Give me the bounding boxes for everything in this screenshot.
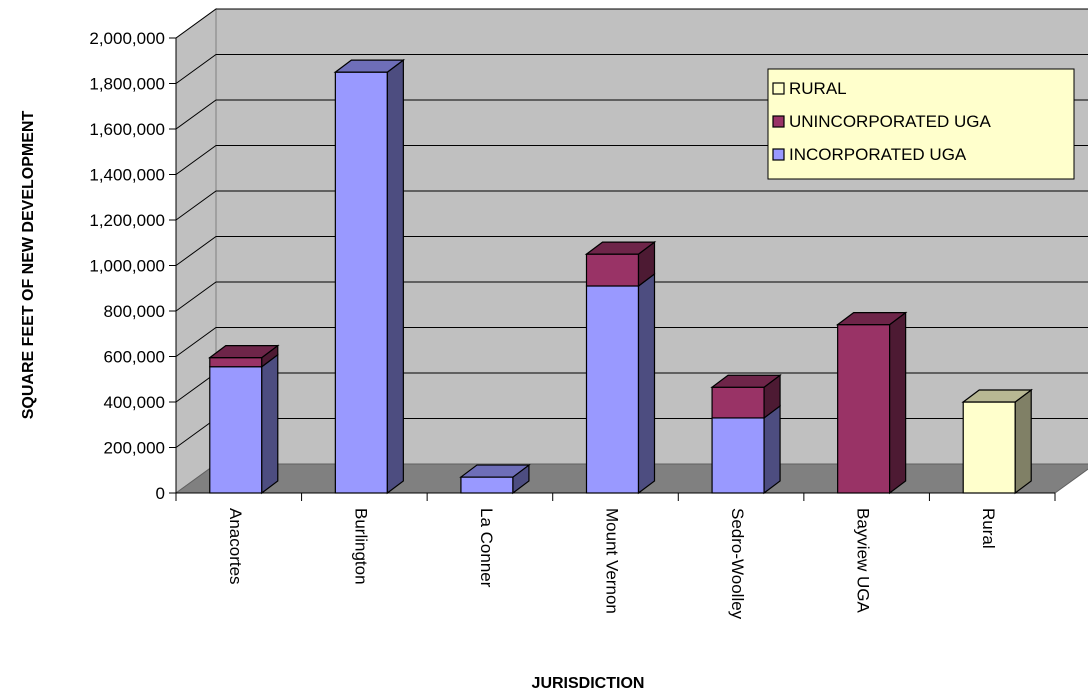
legend-entry: INCORPORATED UGA bbox=[789, 145, 967, 164]
y-tick-label: 2,000,000 bbox=[89, 29, 165, 48]
x-tick-label: Sedro-Woolley bbox=[728, 508, 747, 620]
bar-top bbox=[961, 389, 1034, 403]
y-tick-label: 0 bbox=[156, 484, 165, 503]
bar-front bbox=[209, 357, 263, 368]
bar-segment bbox=[584, 240, 657, 288]
bar-front bbox=[711, 386, 765, 419]
gridlines bbox=[175, 8, 1088, 448]
bar-segment bbox=[459, 463, 531, 495]
y-tick-label: 800,000 bbox=[104, 302, 165, 321]
bar-front bbox=[711, 417, 765, 494]
bar-side bbox=[261, 353, 279, 495]
y-axis-title: SQUARE FEET OF NEW DEVELOPMENT bbox=[20, 111, 37, 420]
gridline bbox=[175, 236, 1088, 266]
y-tick-label: 600,000 bbox=[104, 348, 165, 367]
bar-segment bbox=[961, 388, 1034, 495]
bar-front bbox=[585, 285, 640, 494]
bar-side bbox=[637, 272, 656, 495]
bar-side bbox=[889, 311, 907, 495]
bar-segment bbox=[207, 344, 280, 368]
bar-segment bbox=[835, 311, 908, 495]
x-tick-label: Bayview UGA bbox=[854, 508, 873, 614]
gridline bbox=[175, 327, 1088, 357]
bar-front bbox=[209, 366, 263, 494]
bar-side bbox=[386, 58, 404, 495]
bar-front bbox=[334, 71, 388, 494]
gridline bbox=[175, 54, 1088, 84]
x-tick-label: Rural bbox=[979, 508, 998, 549]
y-tick-label: 1,000,000 bbox=[89, 257, 165, 276]
gridline bbox=[175, 281, 1088, 312]
x-axis-ticks: Anacortes Burlington La Conner Mount Vernon… bbox=[175, 492, 1056, 620]
legend-swatch bbox=[772, 115, 785, 128]
x-axis-title: JURISDICTION bbox=[532, 675, 645, 692]
bar-side bbox=[763, 404, 781, 495]
bar-top bbox=[835, 312, 908, 326]
bar-top bbox=[710, 374, 782, 388]
x-tick-label: Burlington bbox=[351, 508, 370, 585]
legend-box bbox=[767, 68, 1075, 180]
legend-entry: UNINCORPORATED UGA bbox=[789, 112, 991, 131]
gridline bbox=[175, 8, 1088, 39]
bars bbox=[207, 58, 1034, 495]
bar-front bbox=[460, 476, 514, 494]
bar-segment bbox=[333, 58, 406, 495]
bar-segment bbox=[209, 353, 279, 495]
bar-front bbox=[962, 401, 1016, 494]
y-tick-label: 200,000 bbox=[104, 439, 165, 458]
x-tick-label: La Conner bbox=[477, 508, 496, 588]
bar-top bbox=[333, 59, 406, 73]
bar-front bbox=[837, 324, 891, 494]
gridline bbox=[175, 190, 1088, 221]
legend-entry: RURAL bbox=[789, 79, 847, 98]
y-tick-label: 1,200,000 bbox=[89, 211, 165, 230]
y-tick-label: 1,800,000 bbox=[89, 75, 165, 94]
bar-top bbox=[459, 464, 531, 478]
bar-segment bbox=[710, 374, 782, 420]
legend: RURAL UNINCORPORATED UGA INCORPORATED UGA bbox=[767, 68, 1075, 180]
y-tick-label: 1,400,000 bbox=[89, 166, 165, 185]
y-tick-label: 400,000 bbox=[104, 393, 165, 412]
bar-segment bbox=[585, 272, 656, 495]
bar-top bbox=[207, 345, 280, 359]
legend-swatch bbox=[772, 148, 785, 161]
bar-top bbox=[584, 241, 657, 255]
x-tick-label: Mount Vernon bbox=[603, 508, 622, 614]
bar-side bbox=[1014, 388, 1032, 495]
y-tick-label: 1,600,000 bbox=[89, 120, 165, 139]
bar-front bbox=[585, 253, 640, 287]
x-tick-label: Anacortes bbox=[226, 508, 245, 585]
legend-swatch bbox=[772, 82, 785, 95]
y-axis-ticks: 0 200,000 400,000 600,000 800,000 1,000,000 1,… bbox=[89, 29, 177, 503]
bar-segment bbox=[711, 404, 781, 495]
